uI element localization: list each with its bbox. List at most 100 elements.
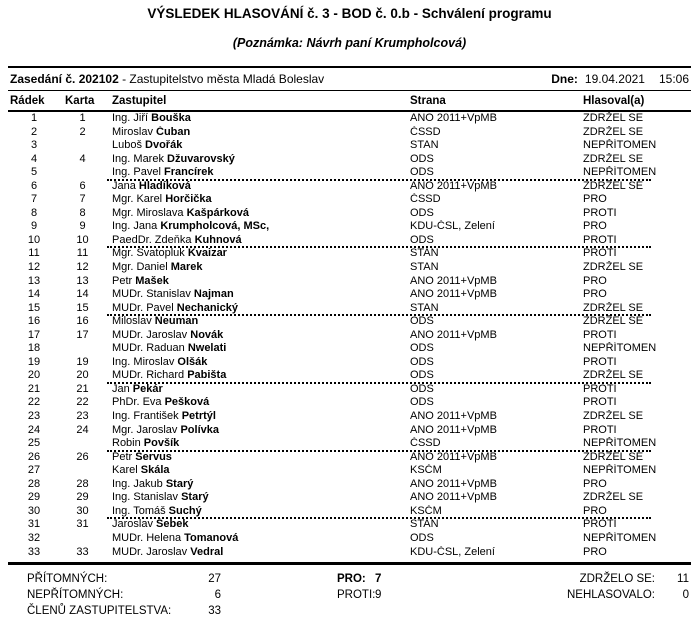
row-number-cell: 29	[27, 491, 41, 504]
vote-cell: PROTI	[583, 518, 617, 531]
table-row: 17 17 MUDr. Jaroslav Novák ANO 2011+VpMB PRO…	[8, 329, 691, 343]
summary-attendance: PŘÍTOMNÝCH: 27 NEPŘÍTOMNÝCH: 6 ČLENŮ ZAS…	[27, 571, 221, 617]
header-party: Strana	[410, 95, 446, 107]
card-number-cell	[60, 342, 105, 356]
date-value: 19.04.2021	[584, 72, 645, 86]
table-row: 19 19 Ing. Miroslav Olšák ODS PROTI	[8, 356, 691, 370]
card-number-cell: 9	[79, 220, 86, 233]
vote-cell: PROTI	[583, 247, 617, 260]
table-row: 14 14 MUDr. Stanislav Najman ANO 2011+VpMB P…	[8, 288, 691, 302]
member-name-prefix: MUDr. Richard	[112, 369, 188, 382]
row-number-cell: 2	[30, 125, 38, 138]
row-number-cell: 30	[27, 504, 41, 517]
member-surname: Pekár	[132, 382, 163, 395]
row-number-cell: 33	[27, 545, 41, 558]
member-name-prefix: MUDr. Jaroslav	[112, 545, 191, 558]
vote-cell: NEPŘÍTOMEN	[583, 531, 657, 544]
table-header: Řádek Karta Zastupitel Strana Hlasoval(a…	[8, 91, 691, 112]
member-name-cell: Jan Pekár	[105, 383, 402, 397]
table-row: 25 Robin Povšík ČSSD NEPŘÍTOMEN	[8, 437, 691, 452]
pro-value: 7	[375, 573, 382, 586]
header-card-number: Karta	[65, 95, 95, 107]
member-surname: Nechanický	[176, 301, 238, 314]
member-surname: Nwelati	[187, 342, 227, 355]
time-value: 15:06	[658, 72, 689, 86]
card-number-cell: 26	[76, 450, 89, 463]
present-label: PŘÍTOMNÝCH:	[27, 573, 108, 586]
vote-cell: PRO	[583, 274, 607, 287]
party-cell: ODS	[410, 531, 434, 544]
vote-cell: PROTI	[583, 328, 617, 341]
table-row: 8 8 Mgr. Miroslava Kašpárková ODS PROTI	[8, 207, 691, 221]
table-row: 7 7 Mgr. Karel Horčička ČSSD PRO	[8, 193, 691, 207]
session-name: - Zastupitelstvo města Mladá Boleslav	[118, 72, 325, 86]
party-cell: ANO 2011+VpMB	[410, 288, 497, 301]
member-name-cell: Ing. František Petrtýl	[105, 410, 402, 424]
member-surname: Najman	[193, 288, 234, 301]
table-row: 23 23 Ing. František Petrtýl ANO 2011+VpMB Z…	[8, 410, 691, 424]
header-vote: Hlasoval(a)	[583, 95, 645, 107]
member-name-cell: Karel Skála	[105, 464, 402, 478]
member-name-prefix: Mgr. Svatopluk	[112, 247, 188, 260]
vote-cell: PRO	[583, 288, 607, 301]
card-number-cell: 7	[79, 193, 86, 206]
member-name-cell: Jaroslav Šebek	[105, 518, 402, 532]
table-row: 29 29 Ing. Stanislav Starý ANO 2011+VpMB ZDR…	[8, 491, 691, 505]
member-name-prefix: Ing. Jakub	[112, 477, 166, 490]
table-row: 30 30 Ing. Tomáš Suchý KSČM PRO	[8, 505, 691, 519]
party-cell: ODS	[410, 166, 434, 179]
member-name-prefix: Ing. Marek	[112, 152, 168, 165]
row-number-cell: 16	[27, 315, 41, 328]
card-number-cell: 13	[76, 274, 89, 287]
member-name-cell: Ing. Pavel Francírek	[105, 166, 402, 180]
table-row: 31 31 Jaroslav Šebek STAN PROTI	[8, 518, 691, 532]
party-cell: ANO 2011+VpMB	[410, 450, 497, 463]
member-name-prefix: Miloslav	[112, 315, 155, 328]
vote-cell: NEPŘÍTOMEN	[583, 166, 657, 179]
session-number: Zasedání č. 202102	[10, 72, 119, 86]
party-cell: ODS	[410, 396, 434, 409]
summary-section: PŘÍTOMNÝCH: 27 NEPŘÍTOMNÝCH: 6 ČLENŮ ZAS…	[8, 562, 691, 617]
member-name-cell: Ing. Miroslav Olšák	[105, 356, 402, 370]
vote-cell: NEPŘÍTOMEN	[583, 342, 657, 355]
member-name-cell: MUDr. Raduan Nwelati	[105, 342, 402, 356]
table-row: 15 15 MUDr. Pavel Nechanický STAN ZDRŽEL SE	[8, 302, 691, 316]
vote-cell: ZDRŽEL SE	[583, 125, 644, 138]
note-subtitle: (Poznámka: Návrh paní Krumpholcová)	[232, 36, 467, 50]
member-name-prefix: PaedDr. Zdeňka	[112, 233, 195, 246]
summary-abstained: ZDRŽELO SE: 11	[534, 571, 689, 587]
vote-cell: PRO	[583, 193, 607, 206]
member-name-cell: PhDr. Eva Pešková	[105, 396, 402, 410]
against-label: PROTI:	[337, 589, 376, 602]
summary-present: PŘÍTOMNÝCH: 27	[27, 571, 221, 587]
member-surname: Šebek	[156, 518, 189, 531]
vote-cell: NEPŘÍTOMEN	[583, 464, 657, 477]
member-name-prefix: Jana	[112, 179, 139, 192]
abstained-value: 11	[677, 573, 689, 586]
card-number-cell: 19	[76, 355, 89, 368]
party-cell: ODS	[410, 152, 434, 165]
table-row: 13 13 Petr Mašek ANO 2011+VpMB PRO	[8, 275, 691, 289]
session-info: Zasedání č. 202102 - Zastupitelstvo měst…	[10, 72, 324, 86]
member-name-prefix: Miroslav	[112, 125, 157, 138]
vote-cell: PRO	[583, 477, 607, 490]
member-surname: Starý	[165, 477, 194, 490]
vote-cell: ZDRŽEL SE	[583, 410, 644, 423]
vote-cell: PROTI	[583, 233, 617, 246]
member-surname: Servus	[135, 450, 172, 463]
member-name-prefix: MUDr. Raduan	[112, 342, 188, 355]
card-number-cell: 31	[76, 518, 89, 531]
party-cell: KSČM	[410, 464, 442, 477]
card-number-cell: 22	[76, 396, 89, 409]
row-number-cell: 6	[30, 179, 38, 192]
date-label: Dne:	[551, 72, 578, 86]
party-cell: ODS	[410, 369, 434, 382]
row-number-cell: 1	[30, 112, 38, 124]
party-cell: ANO 2011+VpMB	[410, 112, 497, 124]
row-number-cell: 20	[27, 369, 41, 382]
table-row: 32 MUDr. Helena Tomanová ODS NEPŘÍTOMEN	[8, 532, 691, 546]
party-cell: ANO 2011+VpMB	[410, 179, 497, 192]
member-name-cell: Ing. Tomáš Suchý	[105, 505, 402, 519]
member-surname: Polívka	[180, 423, 219, 436]
table-row: 3 Luboš Dvořák STAN NEPŘÍTOMEN	[8, 139, 691, 153]
